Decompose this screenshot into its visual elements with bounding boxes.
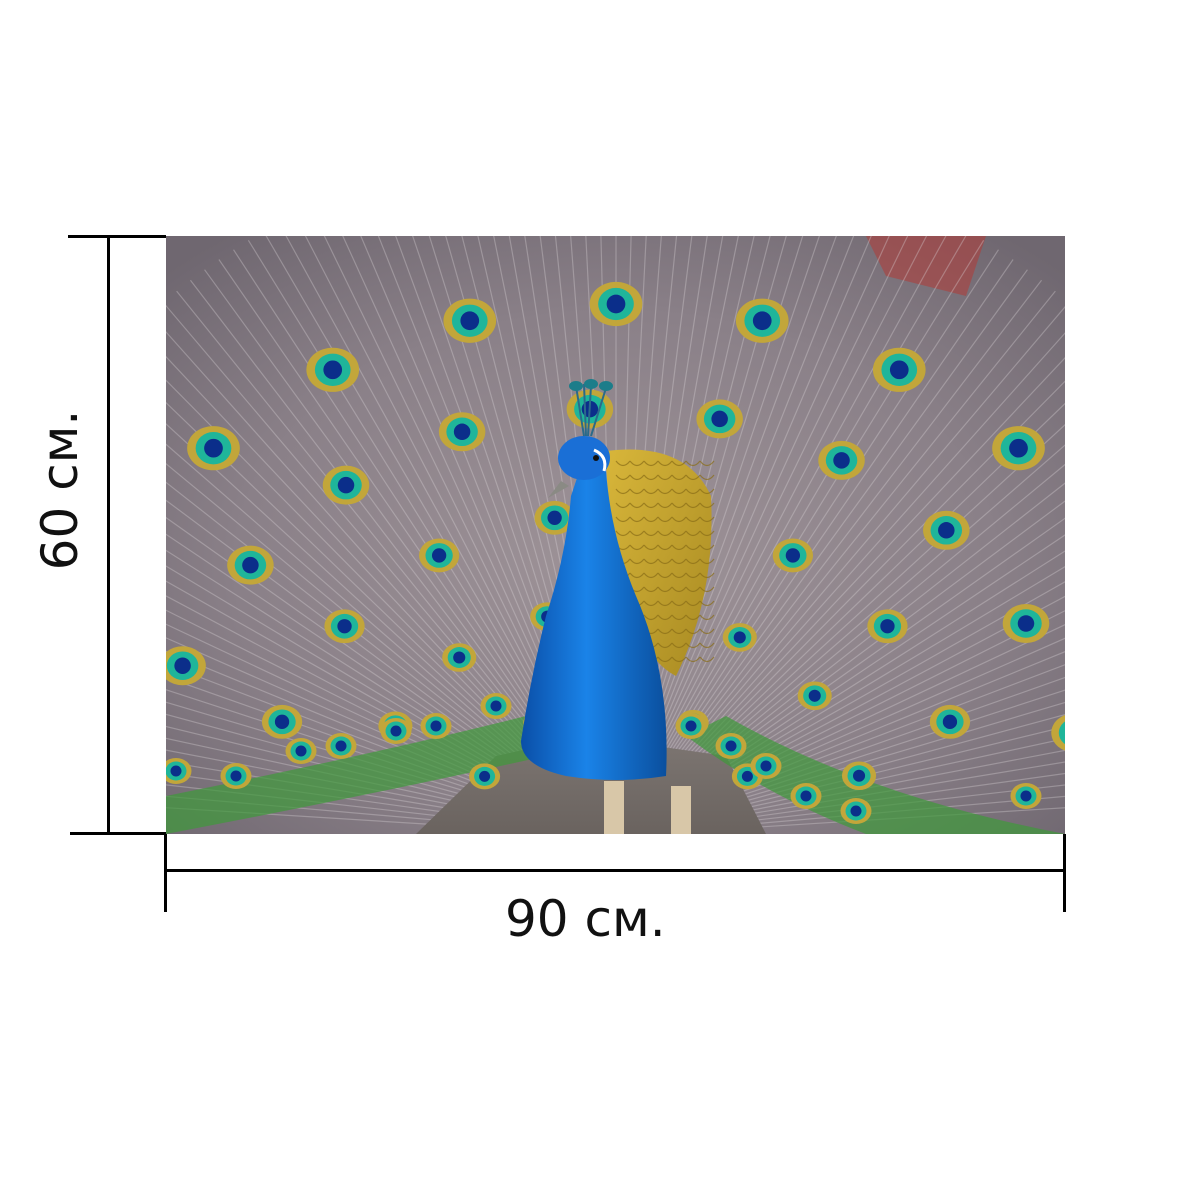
feather-eye-spot bbox=[322, 465, 370, 505]
width-dimension-right-tick bbox=[1063, 834, 1066, 912]
feather-eye-spot bbox=[722, 623, 757, 652]
peacock-photo bbox=[166, 236, 1065, 834]
feather-eye-spot bbox=[992, 426, 1045, 471]
height-dimension-label: 60 см. bbox=[31, 409, 89, 571]
feather-eye-spot bbox=[261, 704, 303, 739]
feather-eye-spot bbox=[438, 412, 486, 452]
feather-eye-spot bbox=[841, 761, 877, 791]
feather-eye-spot bbox=[418, 538, 460, 573]
feather-eye-spot bbox=[306, 347, 360, 392]
peacock-image bbox=[166, 236, 1065, 834]
feather-eye-spot bbox=[589, 281, 643, 327]
feather-eye-spot bbox=[923, 510, 970, 550]
feather-eye-spot bbox=[187, 426, 240, 471]
feather-eye-spot bbox=[797, 681, 832, 711]
height-dimension-line bbox=[107, 236, 110, 834]
width-dimension-left-tick bbox=[164, 834, 167, 912]
feather-eye-spot bbox=[443, 298, 497, 343]
feather-eye-spot bbox=[220, 763, 252, 789]
feather-eye-spot bbox=[675, 713, 707, 739]
feather-eye-spot bbox=[1051, 715, 1065, 751]
feather-eye-spot bbox=[166, 646, 206, 686]
feather-eye-spot bbox=[818, 440, 865, 480]
feather-eye-spot bbox=[735, 298, 789, 343]
feather-eye-spot bbox=[696, 399, 743, 439]
feather-eye-spot bbox=[442, 643, 477, 672]
feather-eye-spot bbox=[929, 704, 971, 739]
feather-eye-spot bbox=[285, 738, 317, 764]
feather-eye-spot bbox=[840, 798, 872, 824]
feather-eye-spot bbox=[480, 693, 512, 719]
feather-eye-spot bbox=[790, 783, 822, 809]
width-dimension-line bbox=[166, 869, 1065, 872]
feather-eye-spot bbox=[420, 713, 452, 739]
feather-eye-spot bbox=[1010, 783, 1042, 809]
feather-eye-spot bbox=[872, 347, 926, 392]
feather-eye-spot bbox=[325, 733, 357, 759]
feather-eye-spot bbox=[750, 753, 782, 779]
feather-eye-spot bbox=[867, 609, 908, 644]
feather-eye-spot bbox=[469, 763, 501, 790]
feather-eye-spot bbox=[380, 718, 412, 744]
feather-eye-spot bbox=[715, 733, 747, 759]
feather-eye-spot bbox=[324, 609, 365, 644]
feather-eye-spot bbox=[166, 758, 192, 784]
height-dimension-bottom-tick bbox=[70, 832, 166, 835]
feather-eye-spot bbox=[227, 545, 274, 585]
height-dimension-top-tick bbox=[68, 235, 166, 238]
feather-eye-spot bbox=[772, 538, 814, 573]
width-dimension-label: 90 см. bbox=[505, 890, 666, 948]
feather-eye-spot bbox=[1002, 603, 1050, 643]
feather-eye-spot bbox=[534, 500, 575, 535]
